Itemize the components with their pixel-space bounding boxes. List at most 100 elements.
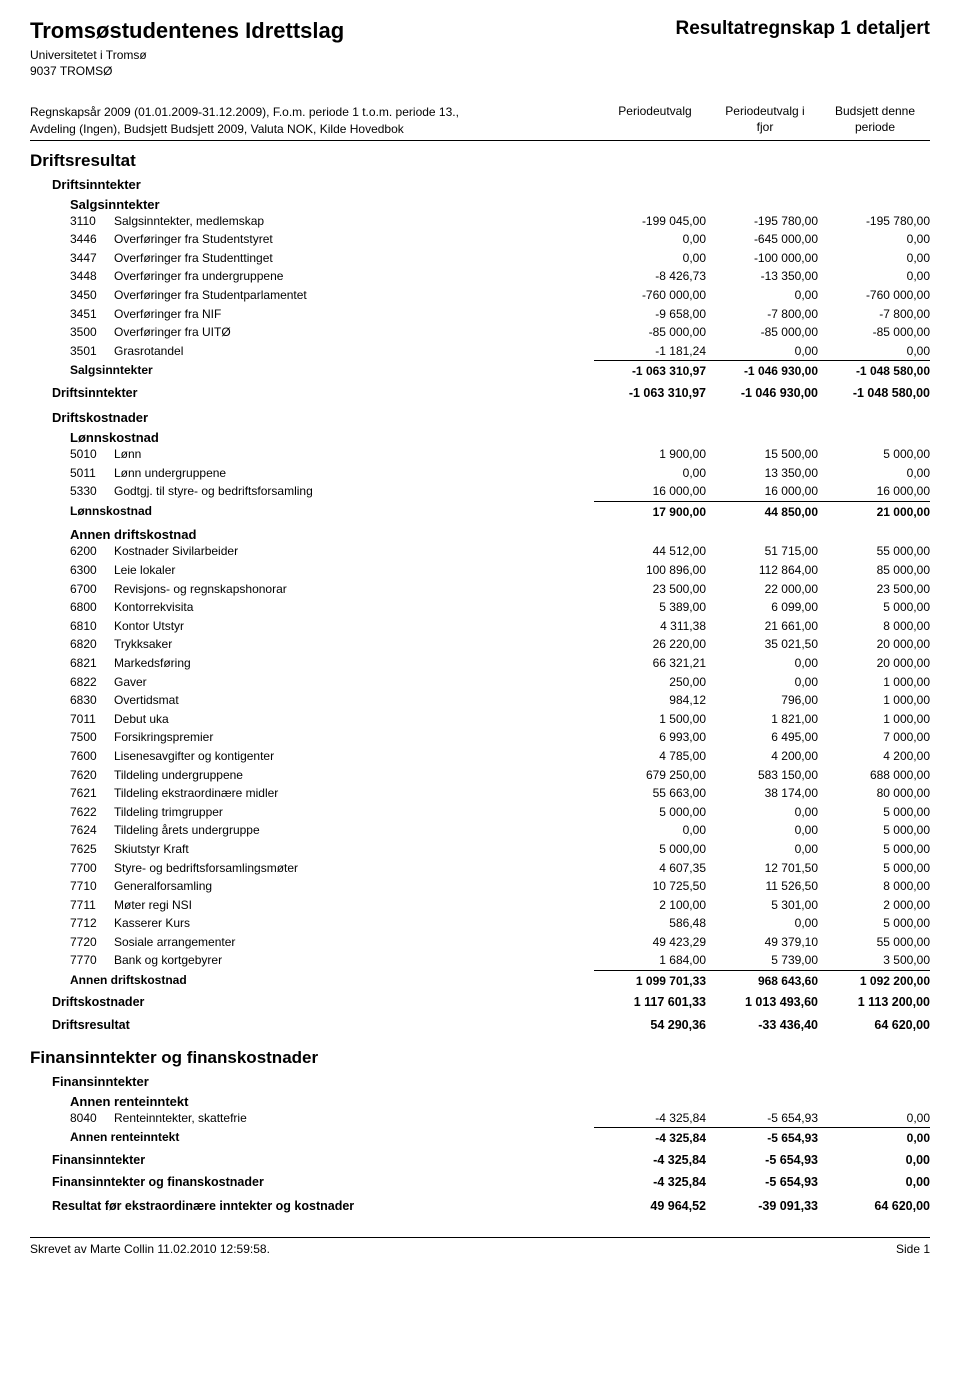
account-code: 3446: [70, 230, 114, 249]
line-item: 7600Lisenesavgifter og kontigenter4 785,…: [30, 747, 930, 766]
account-label: Gaver: [114, 673, 594, 692]
account-label: Overføringer fra undergruppene: [114, 267, 594, 286]
col3-value: -760 000,00: [818, 286, 930, 305]
account-code: 7700: [70, 859, 114, 878]
account-label: Overføringer fra NIF: [114, 305, 594, 324]
finansinntekter-total: Finansinntekter -4 325,84 -5 654,93 0,00: [52, 1149, 930, 1172]
account-code: 5010: [70, 445, 114, 464]
account-label: Renteinntekter, skattefrie: [114, 1109, 594, 1128]
account-code: 7622: [70, 803, 114, 822]
col3-value: 5 000,00: [818, 803, 930, 822]
col2-value: 49 379,10: [706, 933, 818, 952]
line-item: 3501Grasrotandel-1 181,240,000,00: [30, 342, 930, 361]
col3-value: 20 000,00: [818, 654, 930, 673]
col1-value: -760 000,00: [594, 286, 706, 305]
account-label: Kasserer Kurs: [114, 914, 594, 933]
col1-value: -4 325,84: [594, 1109, 706, 1128]
account-label: Kostnader Sivilarbeider: [114, 542, 594, 561]
col3-value: 5 000,00: [818, 840, 930, 859]
col2-value: 51 715,00: [706, 542, 818, 561]
col3-value: 2 000,00: [818, 896, 930, 915]
account-label: Godtgj. til styre- og bedriftsforsamling: [114, 482, 594, 501]
col1-value: 100 896,00: [594, 561, 706, 580]
account-label: Overføringer fra UITØ: [114, 323, 594, 342]
account-code: 6822: [70, 673, 114, 692]
line-item: 6830Overtidsmat984,12796,001 000,00: [30, 691, 930, 710]
line-item: 6700Revisjons- og regnskapshonorar23 500…: [30, 580, 930, 599]
meta-line2: Avdeling (Ingen), Budsjett Budsjett 2009…: [30, 121, 600, 138]
line-item: 3500Overføringer fra UITØ-85 000,00-85 0…: [30, 323, 930, 342]
col3-header-b: periode: [820, 120, 930, 136]
col1-value: 1 500,00: [594, 710, 706, 729]
col3-value: 85 000,00: [818, 561, 930, 580]
col3-value: 7 000,00: [818, 728, 930, 747]
account-code: 7620: [70, 766, 114, 785]
account-label: Styre- og bedriftsforsamlingsmøter: [114, 859, 594, 878]
annen-driftskostnad-subtotal: Annen driftskostnad 1 099 701,33 968 643…: [70, 970, 930, 991]
col1-value: 44 512,00: [594, 542, 706, 561]
account-label: Sosiale arrangementer: [114, 933, 594, 952]
org-sub: Universitetet i Tromsø: [30, 48, 344, 62]
col2-value: 5 301,00: [706, 896, 818, 915]
col3-value: -85 000,00: [818, 323, 930, 342]
col3-value: 8 000,00: [818, 617, 930, 636]
col2-value: -645 000,00: [706, 230, 818, 249]
col2-value: 0,00: [706, 673, 818, 692]
line-item: 7711Møter regi NSI2 100,005 301,002 000,…: [30, 896, 930, 915]
col1-value: 679 250,00: [594, 766, 706, 785]
account-label: Skiutstyr Kraft: [114, 840, 594, 859]
driftsresultat-heading: Driftsresultat: [30, 151, 930, 171]
line-item: 6822Gaver250,000,001 000,00: [30, 673, 930, 692]
col2-value: 583 150,00: [706, 766, 818, 785]
org-addr: 9037 TROMSØ: [30, 64, 344, 78]
line-item: 8040Renteinntekter, skattefrie-4 325,84-…: [30, 1109, 930, 1128]
col3-value: 688 000,00: [818, 766, 930, 785]
account-code: 6200: [70, 542, 114, 561]
col2-value: 112 864,00: [706, 561, 818, 580]
col2-value: 38 174,00: [706, 784, 818, 803]
col3-value: 1 000,00: [818, 673, 930, 692]
col3-value: 5 000,00: [818, 821, 930, 840]
line-item: 7624Tildeling årets undergruppe0,000,005…: [30, 821, 930, 840]
annen-renteinntekt-heading: Annen renteinntekt: [70, 1094, 930, 1109]
account-label: Overføringer fra Studentparlamentet: [114, 286, 594, 305]
org-name: Tromsøstudentenes Idrettslag: [30, 18, 344, 44]
finans-result: Finansinntekter og finanskostnader -4 32…: [52, 1171, 930, 1195]
col2-value: 11 526,50: [706, 877, 818, 896]
account-label: Markedsføring: [114, 654, 594, 673]
col1-value: -199 045,00: [594, 212, 706, 231]
col2-value: 0,00: [706, 286, 818, 305]
account-label: Grasrotandel: [114, 342, 594, 361]
col2-value: 0,00: [706, 914, 818, 933]
col2-value: 4 200,00: [706, 747, 818, 766]
col3-value: 0,00: [818, 230, 930, 249]
account-code: 7621: [70, 784, 114, 803]
col3-value: 3 500,00: [818, 951, 930, 970]
line-item: 6821Markedsføring66 321,210,0020 000,00: [30, 654, 930, 673]
account-label: Tildeling undergruppene: [114, 766, 594, 785]
col3-value: 8 000,00: [818, 877, 930, 896]
col2-value: 0,00: [706, 803, 818, 822]
col1-value: 23 500,00: [594, 580, 706, 599]
col1-value: -85 000,00: [594, 323, 706, 342]
driftsresultat-result: Driftsresultat 54 290,36 -33 436,40 64 6…: [52, 1014, 930, 1038]
col2-value: 15 500,00: [706, 445, 818, 464]
line-item: 7700Styre- og bedriftsforsamlingsmøter4 …: [30, 859, 930, 878]
account-label: Tildeling ekstraordinære midler: [114, 784, 594, 803]
footer-left: Skrevet av Marte Collin 11.02.2010 12:59…: [30, 1242, 270, 1256]
col2-value: 21 661,00: [706, 617, 818, 636]
col1-value: 1 900,00: [594, 445, 706, 464]
col1-value: -9 658,00: [594, 305, 706, 324]
col3-value: 0,00: [818, 464, 930, 483]
col3-value: 0,00: [818, 1109, 930, 1128]
account-code: 6300: [70, 561, 114, 580]
line-item: 6300Leie lokaler100 896,00112 864,0085 0…: [30, 561, 930, 580]
col3-value: 1 000,00: [818, 710, 930, 729]
col1-value: 26 220,00: [594, 635, 706, 654]
col3-value: 16 000,00: [818, 482, 930, 501]
account-code: 3451: [70, 305, 114, 324]
col3-value: -195 780,00: [818, 212, 930, 231]
finansinntekter-heading: Finansinntekter: [52, 1074, 930, 1089]
line-item: 5010Lønn1 900,0015 500,005 000,00: [30, 445, 930, 464]
meta-line1: Regnskapsår 2009 (01.01.2009-31.12.2009)…: [30, 104, 600, 121]
